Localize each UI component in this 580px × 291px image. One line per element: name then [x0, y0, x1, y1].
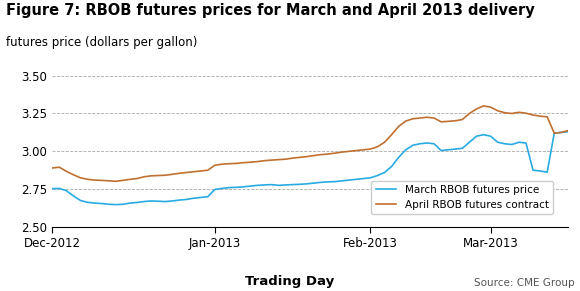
- April RBOB futures contract: [226, 162, 233, 166]
- March RBOB futures price: [523, 141, 530, 145]
- Line: April RBOB futures contract: April RBOB futures contract: [52, 106, 568, 181]
- March RBOB futures price: [49, 187, 56, 190]
- March RBOB futures price: [226, 186, 233, 189]
- Text: Figure 7: RBOB futures prices for March and April 2013 delivery: Figure 7: RBOB futures prices for March …: [6, 3, 535, 18]
- March RBOB futures price: [346, 178, 353, 182]
- April RBOB futures contract: [565, 129, 572, 132]
- April RBOB futures contract: [169, 173, 176, 176]
- Text: Source: CME Group: Source: CME Group: [474, 278, 574, 288]
- March RBOB futures price: [113, 203, 119, 206]
- March RBOB futures price: [339, 179, 346, 182]
- April RBOB futures contract: [530, 113, 536, 117]
- April RBOB futures contract: [480, 104, 487, 108]
- March RBOB futures price: [162, 200, 169, 203]
- Legend: March RBOB futures price, April RBOB futures contract: March RBOB futures price, April RBOB fut…: [371, 181, 553, 214]
- Text: futures price (dollars per gallon): futures price (dollars per gallon): [6, 36, 197, 49]
- April RBOB futures contract: [49, 166, 56, 170]
- Text: Trading Day: Trading Day: [245, 275, 335, 288]
- March RBOB futures price: [565, 130, 572, 133]
- March RBOB futures price: [169, 199, 176, 203]
- April RBOB futures contract: [113, 180, 119, 183]
- Line: March RBOB futures price: March RBOB futures price: [52, 132, 568, 205]
- April RBOB futures contract: [339, 150, 346, 154]
- April RBOB futures contract: [346, 150, 353, 153]
- April RBOB futures contract: [162, 173, 169, 177]
